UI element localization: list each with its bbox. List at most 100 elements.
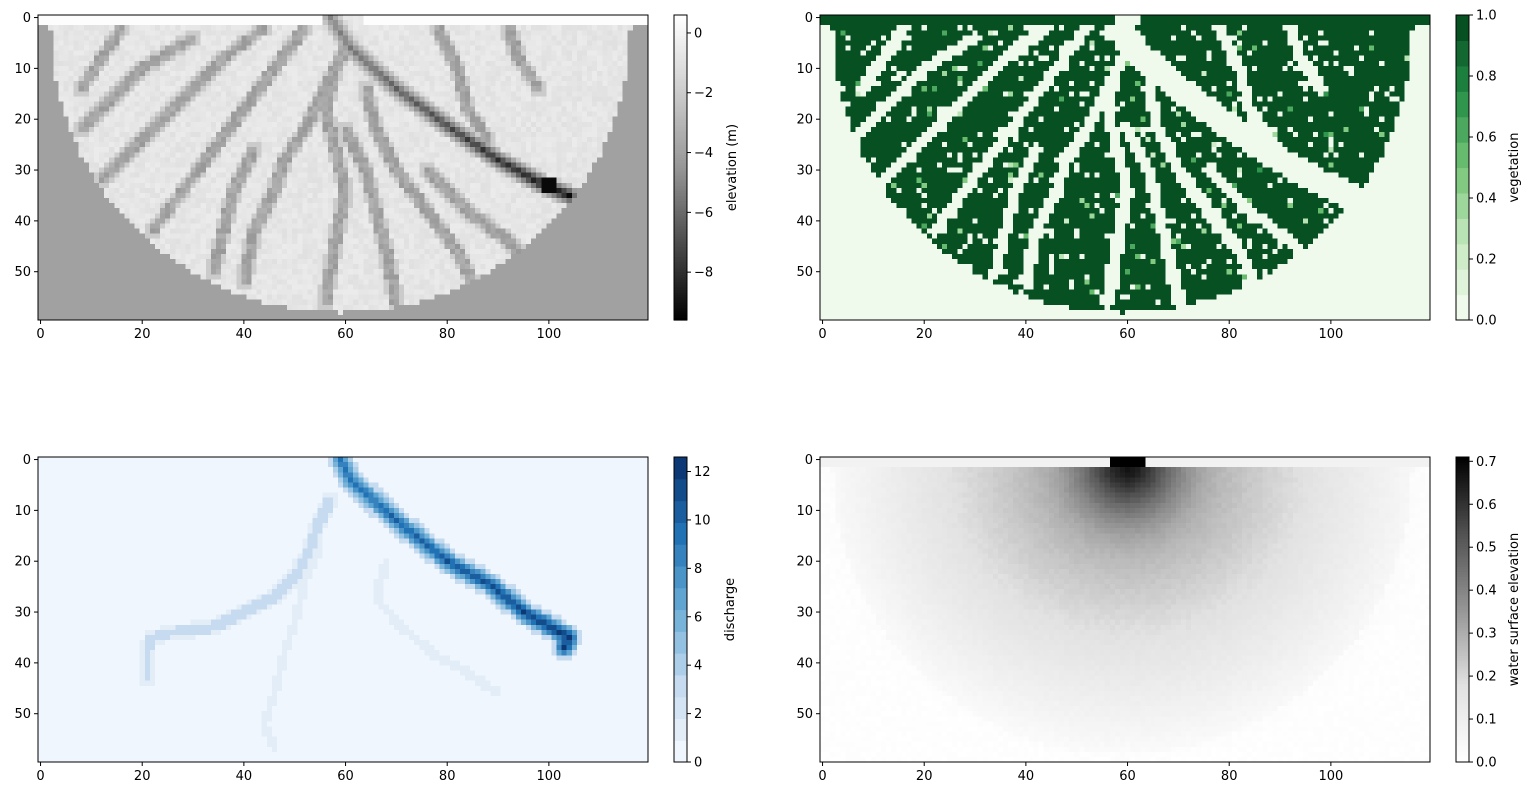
colorbar-segment bbox=[674, 124, 687, 128]
colorbar-segment bbox=[674, 544, 687, 567]
colorbar-segment bbox=[1456, 749, 1469, 753]
colorbar-tick-label: 8 bbox=[694, 562, 702, 577]
colorbar-segment bbox=[674, 30, 687, 34]
colorbar-segment bbox=[674, 65, 687, 69]
colorbar-segment bbox=[674, 187, 687, 191]
colorbar-4: 0.0 0.1 0.2 0.3 0.4 0.5 0.6 0.7 water surface el… bbox=[1455, 455, 1522, 771]
colorbar-segment bbox=[1456, 457, 1469, 461]
colorbar-segment bbox=[1456, 624, 1469, 628]
axes-frame bbox=[37, 456, 649, 763]
x-tick-label: 100 bbox=[1318, 327, 1343, 342]
colorbar-segment bbox=[1456, 650, 1469, 654]
colorbar-tick-label: 0.5 bbox=[1476, 541, 1497, 556]
colorbar-segment bbox=[674, 292, 687, 296]
colorbar-segment bbox=[674, 289, 687, 293]
colorbar-tick-label: 2 bbox=[694, 707, 702, 722]
colorbar-1: 0 −2 −4 −6 −8 elevation (m) bbox=[673, 14, 740, 321]
colorbar-segment bbox=[674, 15, 687, 19]
x-tick-label: 20 bbox=[916, 327, 933, 342]
colorbar-segment bbox=[1456, 617, 1469, 621]
colorbar-tick-label: −8 bbox=[694, 266, 713, 281]
colorbar-segment bbox=[674, 111, 687, 115]
colorbar-segment bbox=[1456, 655, 1469, 659]
colorbar-segment bbox=[1456, 192, 1469, 219]
colorbar-segment bbox=[674, 167, 687, 171]
colorbar-segment bbox=[674, 317, 687, 321]
colorbar-segment bbox=[674, 182, 687, 186]
colorbar-segment bbox=[674, 478, 687, 502]
colorbar-tick-label: 12 bbox=[694, 465, 711, 480]
colorbar-tick-label: 0.6 bbox=[1476, 498, 1497, 513]
colorbar-segment bbox=[1456, 759, 1469, 763]
colorbar-segment bbox=[674, 37, 687, 42]
x-tick-label: 100 bbox=[1318, 769, 1343, 784]
colorbar-segment bbox=[1456, 713, 1469, 717]
colorbar-segment bbox=[1456, 627, 1469, 631]
y-tick-label: 40 bbox=[14, 656, 31, 671]
heatmap-image-4 bbox=[820, 457, 1430, 762]
colorbar-segment bbox=[1456, 462, 1469, 466]
heatmap-image-3 bbox=[38, 457, 648, 762]
colorbar-segment bbox=[1456, 515, 1469, 519]
colorbar-segment bbox=[674, 281, 687, 286]
x-tick-label: 20 bbox=[916, 769, 933, 784]
colorbar-segment bbox=[1456, 642, 1469, 646]
colorbar-tick-label: 0.2 bbox=[1476, 253, 1497, 268]
colorbar-segment bbox=[1456, 571, 1469, 575]
x-tick-label: 40 bbox=[1018, 327, 1035, 342]
colorbar-segment bbox=[674, 22, 687, 26]
colorbar-segment bbox=[674, 286, 687, 291]
y-tick-label: 10 bbox=[796, 62, 813, 77]
colorbar-segment bbox=[674, 522, 687, 545]
x-tick-label: 100 bbox=[536, 769, 561, 784]
colorbar-segment bbox=[674, 674, 687, 698]
colorbar-segment bbox=[1456, 502, 1469, 506]
colorbar-segment bbox=[1456, 594, 1469, 598]
colorbar-segment bbox=[674, 500, 687, 523]
colorbar-segment bbox=[1456, 622, 1469, 626]
colorbar-segment bbox=[1456, 693, 1469, 697]
x-tick-label: 60 bbox=[1119, 769, 1136, 784]
x-tick-label: 0 bbox=[818, 769, 826, 784]
colorbar-segment bbox=[674, 81, 687, 85]
colorbar-tick-label: 6 bbox=[694, 610, 702, 625]
colorbar-segment bbox=[674, 162, 687, 166]
x-tick-label: 80 bbox=[1221, 769, 1238, 784]
axes-frame bbox=[819, 14, 1431, 321]
colorbar-segment bbox=[674, 223, 687, 227]
colorbar-segment bbox=[674, 58, 687, 62]
x-tick-label: 80 bbox=[1221, 327, 1238, 342]
colorbar-segment bbox=[1456, 561, 1469, 565]
colorbar-segment bbox=[1456, 614, 1469, 618]
y-tick-label: 50 bbox=[796, 707, 813, 722]
colorbar-segment bbox=[674, 653, 687, 676]
colorbar-segment bbox=[674, 93, 687, 97]
colorbar-segment bbox=[674, 256, 687, 260]
x-tick-label: 20 bbox=[134, 769, 151, 784]
colorbar-segment bbox=[674, 27, 687, 31]
y-tick-label: 30 bbox=[796, 606, 813, 621]
colorbar-segment bbox=[674, 261, 687, 265]
colorbar-segment bbox=[1456, 662, 1469, 667]
colorbar-segment bbox=[1456, 685, 1469, 689]
colorbar-segment bbox=[1456, 675, 1469, 679]
colorbar-segment bbox=[1456, 667, 1469, 672]
y-tick-label: 0 bbox=[23, 11, 31, 26]
colorbar-segment bbox=[1456, 711, 1469, 715]
colorbar-segment bbox=[674, 195, 687, 199]
colorbar-segment bbox=[1456, 584, 1469, 588]
colorbar-segment bbox=[674, 83, 687, 87]
colorbar-segment bbox=[674, 565, 687, 589]
colorbar-segment bbox=[1456, 652, 1469, 656]
colorbar-segment bbox=[1456, 142, 1469, 169]
colorbar-segment bbox=[1456, 606, 1469, 611]
colorbar-segment bbox=[674, 587, 687, 611]
y-tick-label: 20 bbox=[14, 113, 31, 128]
colorbar-segment bbox=[1456, 665, 1469, 669]
colorbar-segment bbox=[674, 297, 687, 301]
x-tick-label: 100 bbox=[536, 327, 561, 342]
x-tick-label: 60 bbox=[1119, 327, 1136, 342]
colorbar-segment bbox=[1456, 477, 1469, 481]
colorbar-segment bbox=[1456, 495, 1469, 499]
colorbar-tick-label: 4 bbox=[694, 659, 702, 674]
